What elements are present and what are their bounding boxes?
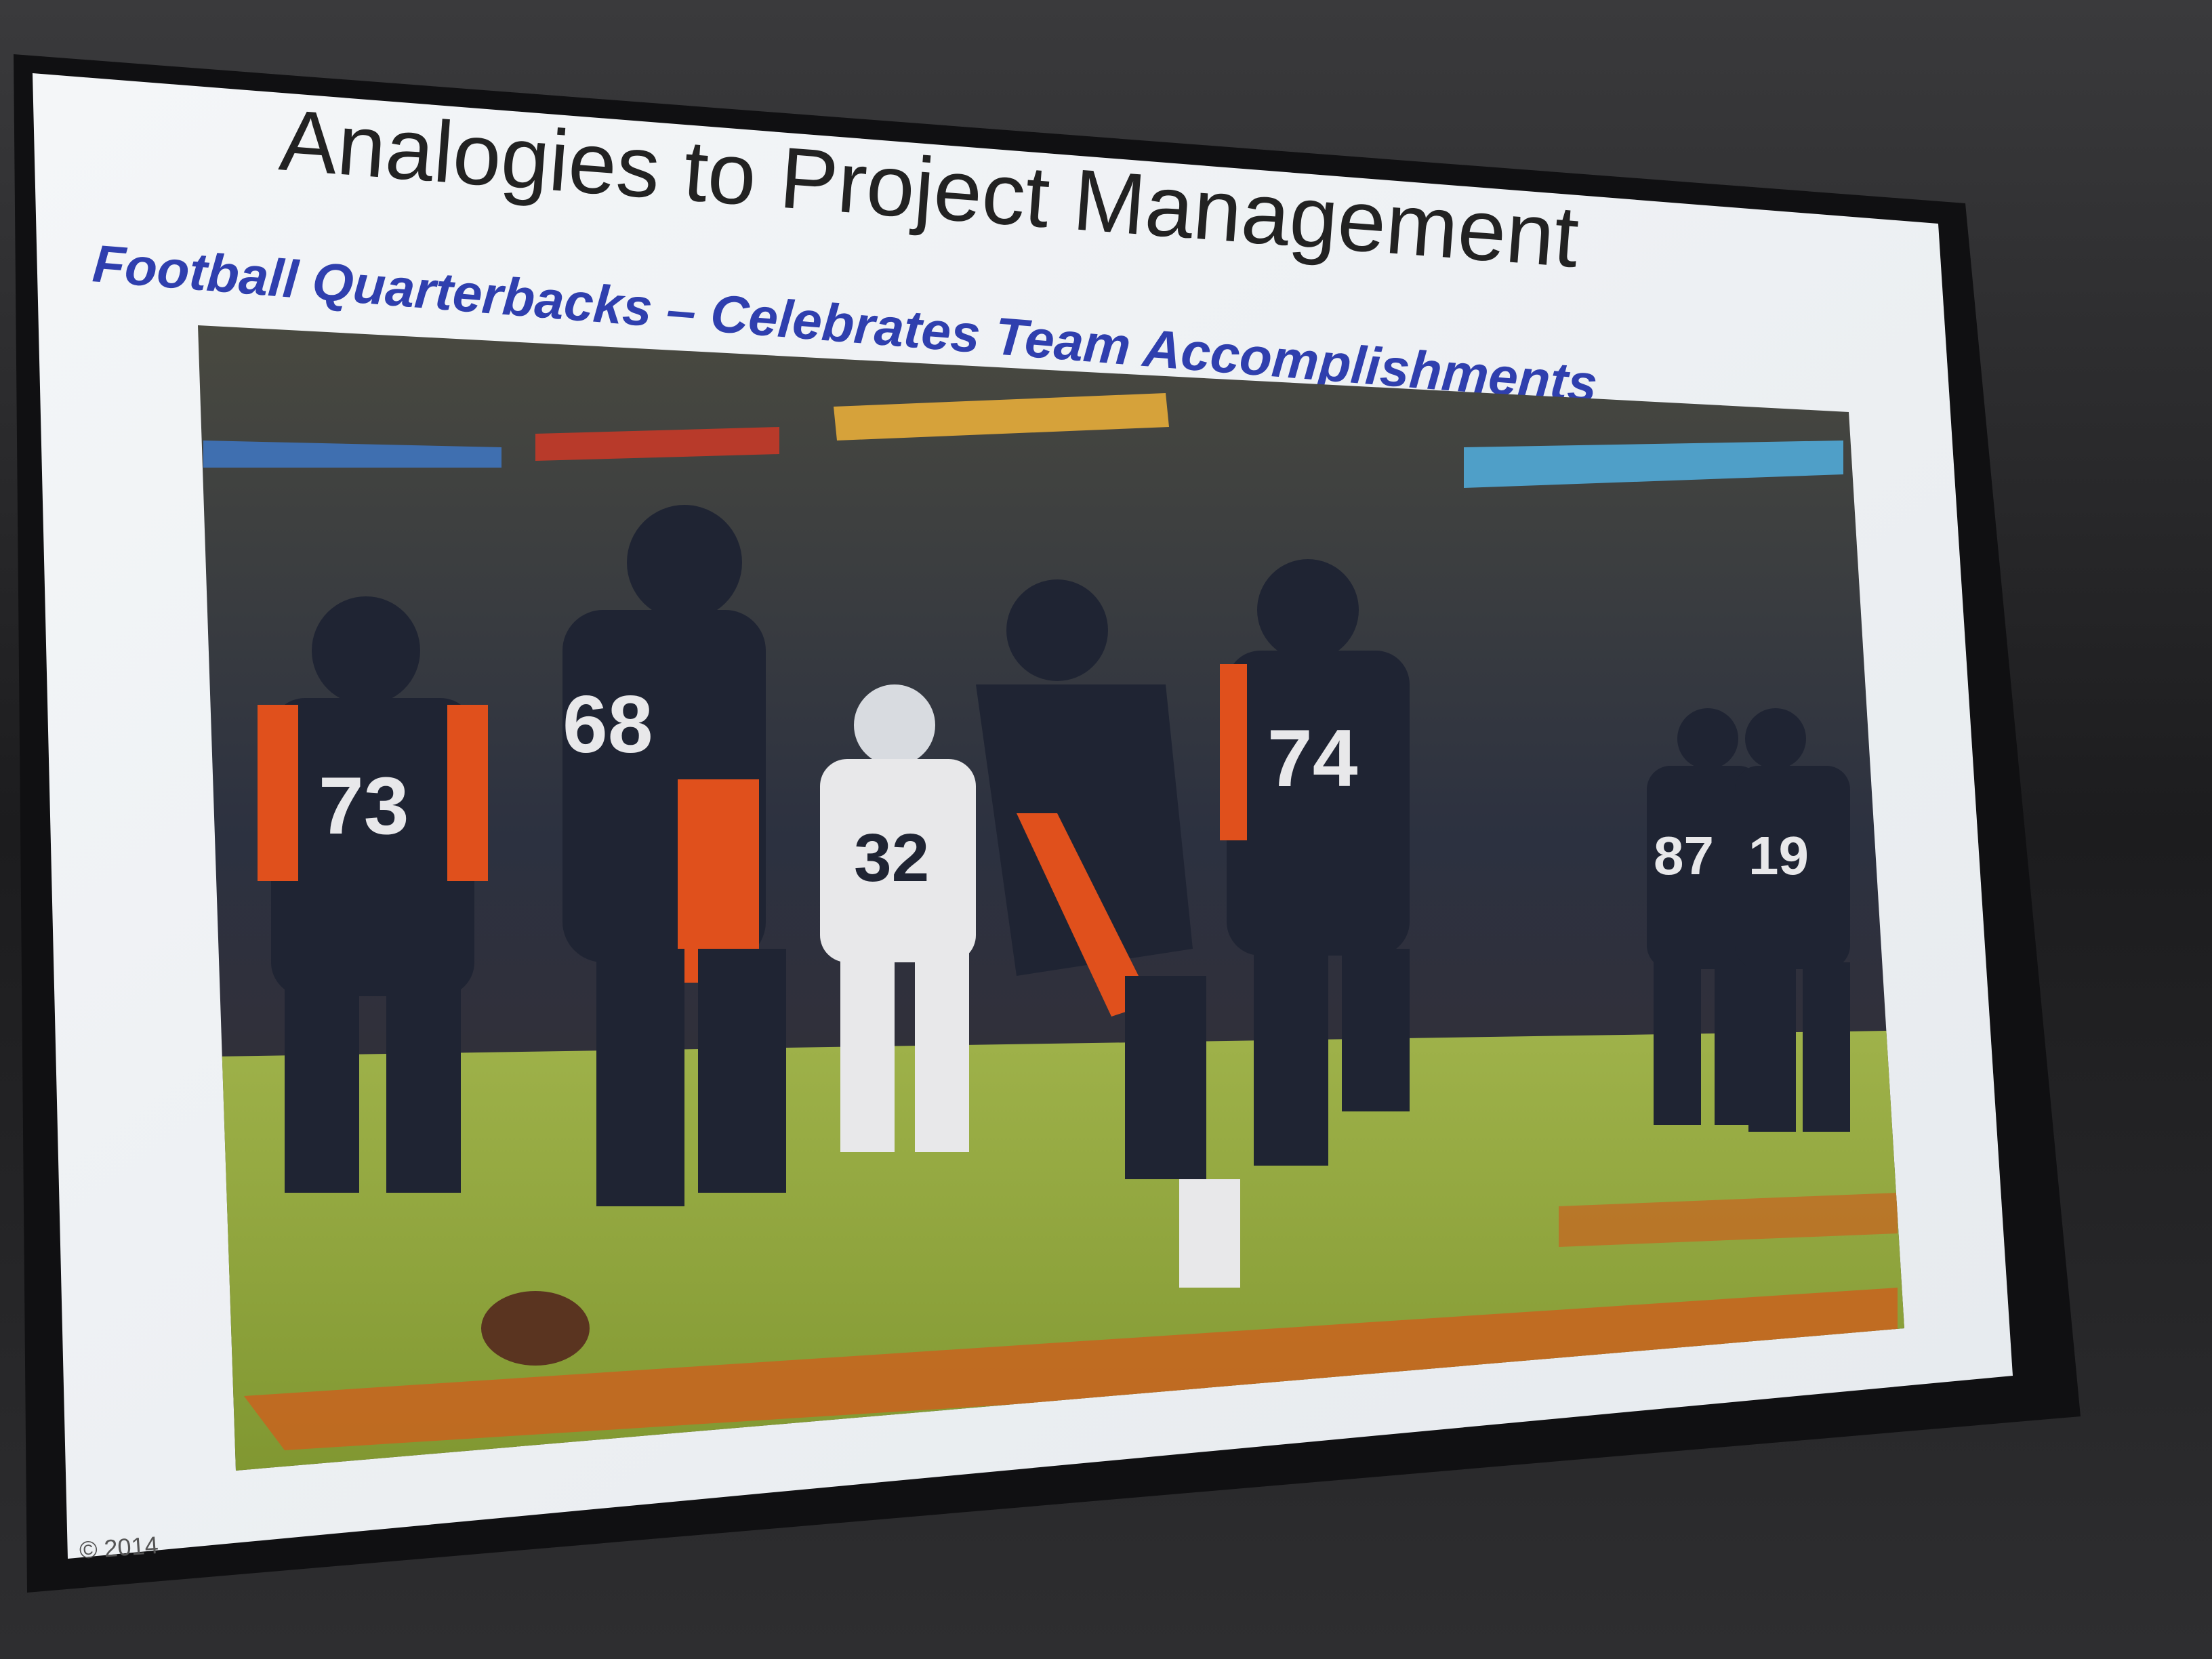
jersey-number-32: 32 [854,820,929,896]
slide-footer: © 2014 [79,1531,159,1564]
player-87: 87 [1647,708,1762,1125]
football-photo: 73 68 32 [198,325,1904,1471]
football [481,1291,590,1366]
jersey-number-68: 68 [562,679,653,770]
player-19: 19 [1735,708,1850,1132]
jersey-number-87: 87 [1654,825,1714,886]
player-73: 73 [258,596,488,1193]
player-68: 68 [562,505,786,1206]
player-74: 74 [1220,559,1410,1166]
jersey-number-19: 19 [1748,825,1809,886]
player-32: 32 [820,684,976,1152]
jersey-number-74: 74 [1267,713,1358,804]
player-quarterback [976,579,1240,1288]
jersey-number-73: 73 [319,760,409,851]
